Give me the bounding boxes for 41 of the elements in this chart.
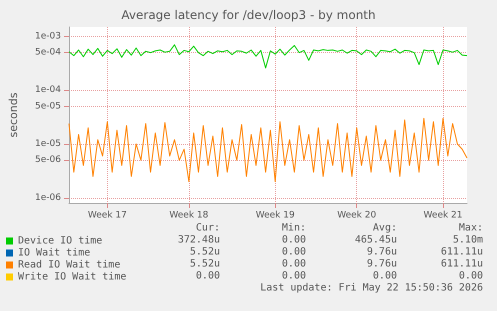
x-tick-label: Week 18 — [169, 210, 209, 220]
text: 0.00 — [196, 270, 220, 282]
legend-label: Read IO Wait time — [18, 260, 120, 270]
x-tick-label: Week 20 — [337, 210, 376, 220]
y-tick-label: 5e-04 — [35, 48, 62, 58]
y-tick-label: 1e-05 — [35, 139, 61, 150]
text: Min: — [282, 222, 306, 234]
legend-label: Write IO Wait time — [18, 272, 126, 282]
text: 9.76u — [366, 258, 397, 270]
y-tick-label: 5e-05 — [35, 101, 61, 112]
text: 465.45u — [354, 234, 397, 246]
text: 0.00 — [372, 270, 397, 282]
x-tick-label: Week 17 — [88, 210, 127, 220]
text: 9.76u — [366, 246, 397, 258]
text: 5.10m — [452, 234, 483, 246]
text: 0.00 — [282, 270, 306, 282]
text: 0.00 — [282, 234, 306, 246]
text: Cur: — [196, 222, 220, 234]
text: 0.00 — [282, 258, 306, 270]
text: Max: — [458, 222, 483, 234]
text: 611.11u — [440, 246, 483, 258]
text: 611.11u — [440, 258, 483, 270]
text: 372.48u — [178, 234, 220, 246]
y-tick-label: 5e-06 — [35, 155, 62, 166]
text: Avg: — [372, 222, 397, 234]
y-axis-title: seconds — [7, 92, 20, 138]
y-tick-label: 1e-03 — [35, 31, 61, 42]
y-tick-label: 1e-06 — [35, 192, 62, 203]
text: 5.52u — [190, 246, 220, 258]
line-series — [68, 118, 468, 182]
x-tick-label: Week 21 — [424, 210, 463, 220]
legend-label: IO Wait time — [18, 248, 90, 258]
legend-label: Device IO time — [18, 236, 102, 246]
text: 0.00 — [282, 246, 306, 258]
text: 5.52u — [190, 258, 220, 270]
y-tick-label: 1e-04 — [35, 85, 62, 96]
line-series — [68, 44, 468, 68]
x-tick-label: Week 19 — [256, 210, 295, 220]
text: 0.00 — [458, 270, 483, 282]
text: Last update: Fri May 22 15:50:36 2026 — [260, 282, 483, 294]
chart-title: Average latency for /dev/loop3 - by month — [121, 8, 376, 22]
